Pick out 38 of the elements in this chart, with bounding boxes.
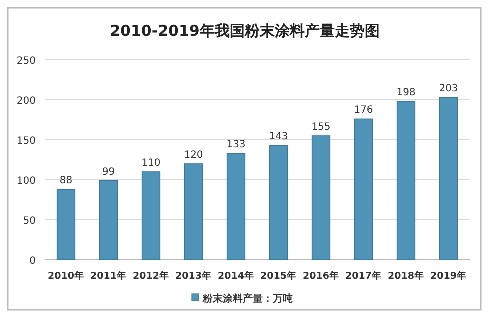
data-label: 133 xyxy=(226,140,246,151)
y-tick-label: 200 xyxy=(16,96,36,107)
data-label: 120 xyxy=(184,150,204,161)
y-tick-label: 100 xyxy=(16,176,36,187)
bar xyxy=(439,97,458,260)
bar xyxy=(184,164,204,260)
chart-title: 2010-2019年我国粉末涂料产量走势图 xyxy=(110,22,380,40)
y-tick-label: 0 xyxy=(30,256,36,267)
x-tick-label: 2017年 xyxy=(346,270,382,282)
bar xyxy=(142,172,161,260)
x-tick-label: 2016年 xyxy=(303,270,340,282)
y-tick-label: 250 xyxy=(16,56,36,67)
data-label: 203 xyxy=(439,84,458,95)
bar xyxy=(354,118,374,260)
bar xyxy=(312,136,331,260)
y-tick-label: 150 xyxy=(16,136,36,147)
bar xyxy=(226,153,246,260)
data-label: 176 xyxy=(354,105,374,116)
x-tick-label: 2018年 xyxy=(388,270,424,282)
x-tick-label: 2013年 xyxy=(176,270,212,282)
data-label: 155 xyxy=(312,122,331,133)
bar xyxy=(56,189,76,260)
x-tick-label: 2010年 xyxy=(48,270,84,282)
data-label: 198 xyxy=(396,88,416,99)
x-tick-label: 2019年 xyxy=(430,270,467,282)
bar xyxy=(99,180,118,260)
x-tick-label: 2014年 xyxy=(218,270,254,282)
data-label: 88 xyxy=(60,176,73,187)
legend: 粉末涂料产量：万吨 xyxy=(192,294,293,305)
bar xyxy=(396,101,416,260)
x-tick-label: 2015年 xyxy=(260,270,297,282)
data-label: 143 xyxy=(269,132,288,143)
data-label: 99 xyxy=(102,166,116,178)
x-tick-label: 2012年 xyxy=(133,270,170,282)
y-tick-label: 50 xyxy=(23,216,36,227)
bar xyxy=(269,145,288,260)
x-tick-label: 2011年 xyxy=(90,270,127,282)
data-label: 110 xyxy=(142,158,161,169)
